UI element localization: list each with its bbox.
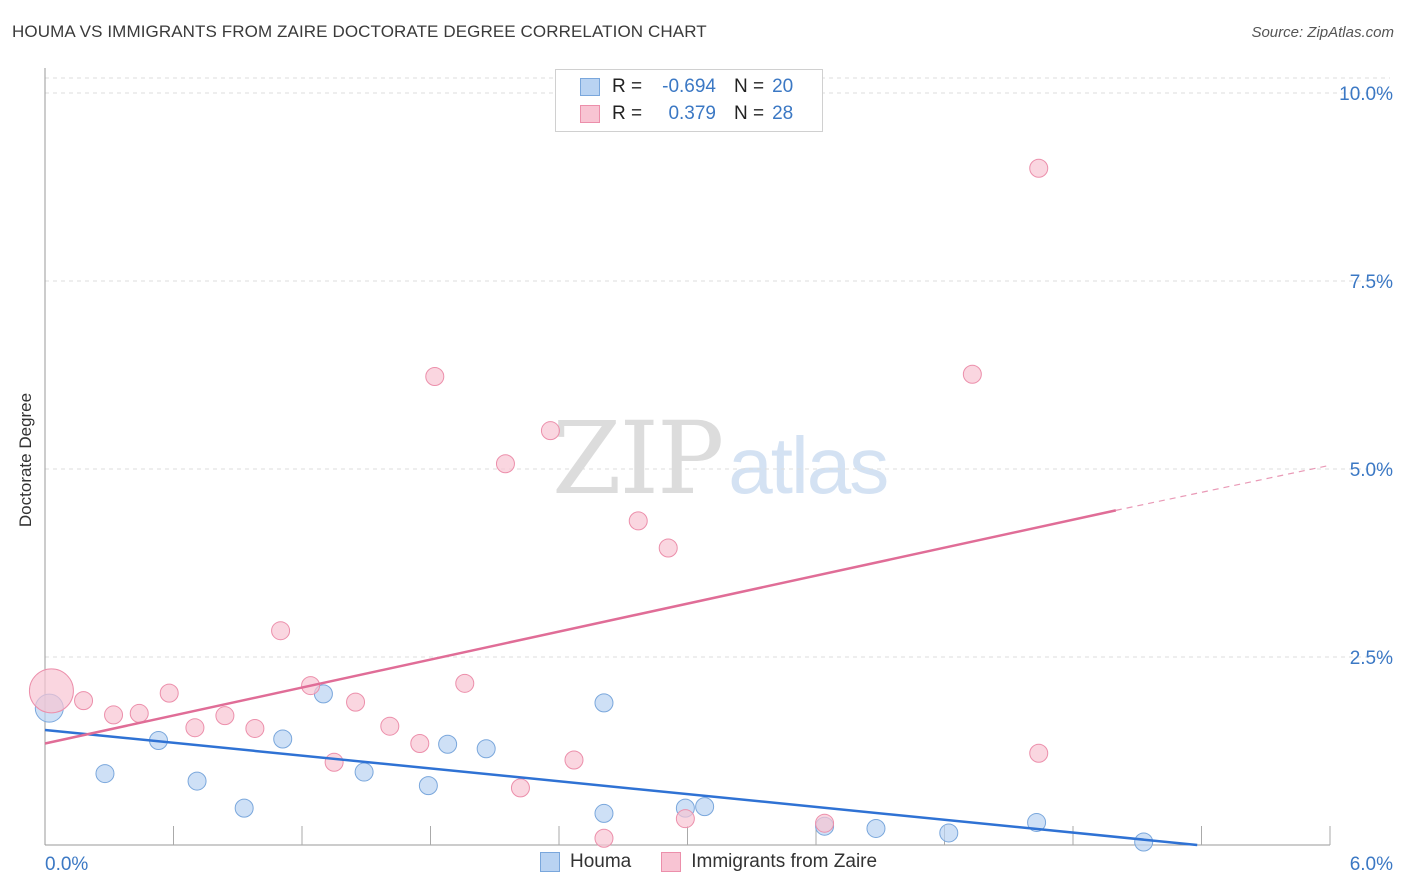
r-label: R = bbox=[612, 76, 643, 97]
houma-swatch bbox=[580, 78, 600, 96]
legend-item-houma[interactable]: Houma bbox=[540, 851, 631, 873]
zaire-point bbox=[74, 691, 94, 711]
houma-point bbox=[1027, 812, 1047, 832]
zaire-point bbox=[346, 692, 366, 712]
zaire-point bbox=[28, 668, 74, 714]
zaire-point bbox=[245, 718, 265, 738]
houma-point bbox=[187, 771, 207, 791]
zaire-point bbox=[675, 809, 695, 829]
n-label: N = bbox=[734, 76, 765, 97]
zaire-point bbox=[215, 706, 235, 726]
y-axis-label: Doctorate Degree bbox=[16, 392, 35, 528]
houma-point bbox=[866, 818, 886, 838]
zaire-point bbox=[271, 621, 291, 641]
zaire-point bbox=[815, 813, 835, 833]
zaire-point bbox=[658, 538, 678, 558]
zaire-point bbox=[1029, 158, 1049, 178]
y-tick-label: 10.0% bbox=[1339, 84, 1393, 105]
houma-point bbox=[594, 803, 614, 823]
houma-point bbox=[438, 734, 458, 754]
houma-point bbox=[273, 729, 293, 749]
watermark-zip: ZIP bbox=[552, 400, 724, 517]
zaire-legend-swatch bbox=[661, 852, 682, 872]
zaire-point bbox=[324, 752, 344, 772]
zaire-point bbox=[628, 511, 648, 531]
x-tick-label: 0.0% bbox=[45, 854, 88, 875]
houma-point bbox=[1134, 832, 1154, 852]
zaire-trend-line bbox=[44, 509, 1117, 745]
zaire-point bbox=[425, 367, 445, 387]
zaire-point bbox=[564, 750, 584, 770]
zaire-point bbox=[104, 705, 124, 725]
zaire-point bbox=[185, 718, 205, 738]
legend-item-zaire[interactable]: Immigrants from Zaire bbox=[661, 851, 877, 873]
zaire-point bbox=[540, 421, 560, 441]
watermark: ZIPatlas bbox=[552, 400, 889, 517]
watermark-atlas: atlas bbox=[728, 421, 889, 510]
houma-point bbox=[695, 797, 715, 817]
houma-legend-label: Houma bbox=[570, 851, 632, 872]
houma-point bbox=[476, 739, 496, 759]
zaire-point bbox=[129, 703, 149, 723]
y-tick-label: 7.5% bbox=[1350, 272, 1393, 293]
houma-point bbox=[939, 823, 959, 843]
zaire-point bbox=[594, 828, 614, 848]
legend-row-houma: R = -0.694 N = 20 bbox=[580, 75, 793, 99]
r-value: 0.379 bbox=[668, 103, 716, 124]
chart-title: HOUMA VS IMMIGRANTS FROM ZAIRE DOCTORATE… bbox=[12, 22, 707, 41]
zaire-point bbox=[962, 364, 982, 384]
r-value: -0.694 bbox=[662, 76, 716, 97]
correlation-legend: R = -0.694 N = 20 R = 0.379 N = 28 bbox=[555, 69, 823, 132]
zaire-point bbox=[455, 673, 475, 693]
houma-point bbox=[234, 798, 254, 818]
n-value: 20 bbox=[772, 76, 794, 97]
x-tick-label: 6.0% bbox=[1350, 854, 1393, 875]
n-label: N = bbox=[734, 103, 765, 124]
zaire-point bbox=[159, 683, 179, 703]
houma-point bbox=[594, 693, 614, 713]
zaire-legend-label: Immigrants from Zaire bbox=[691, 851, 878, 872]
houma-trend-line bbox=[44, 728, 1198, 847]
zaire-swatch bbox=[580, 105, 600, 123]
r-label: R = bbox=[612, 103, 643, 124]
source-label: Source: ZipAtlas.com bbox=[1251, 24, 1394, 41]
y-tick-label: 2.5% bbox=[1350, 648, 1393, 669]
zaire-trend-extension bbox=[1115, 464, 1331, 511]
y-tick-label: 5.0% bbox=[1350, 460, 1393, 481]
houma-point bbox=[95, 764, 115, 784]
legend-row-zaire: R = 0.379 N = 28 bbox=[580, 102, 793, 126]
houma-point bbox=[354, 762, 374, 782]
zaire-point bbox=[495, 454, 515, 474]
houma-point bbox=[418, 776, 438, 796]
n-value: 28 bbox=[772, 103, 794, 124]
zaire-point bbox=[510, 778, 530, 798]
zaire-point bbox=[1029, 743, 1049, 763]
houma-legend-swatch bbox=[540, 852, 560, 872]
zaire-point bbox=[410, 733, 430, 753]
zaire-point bbox=[380, 716, 400, 736]
series-legend: Houma Immigrants from Zaire bbox=[540, 851, 907, 873]
